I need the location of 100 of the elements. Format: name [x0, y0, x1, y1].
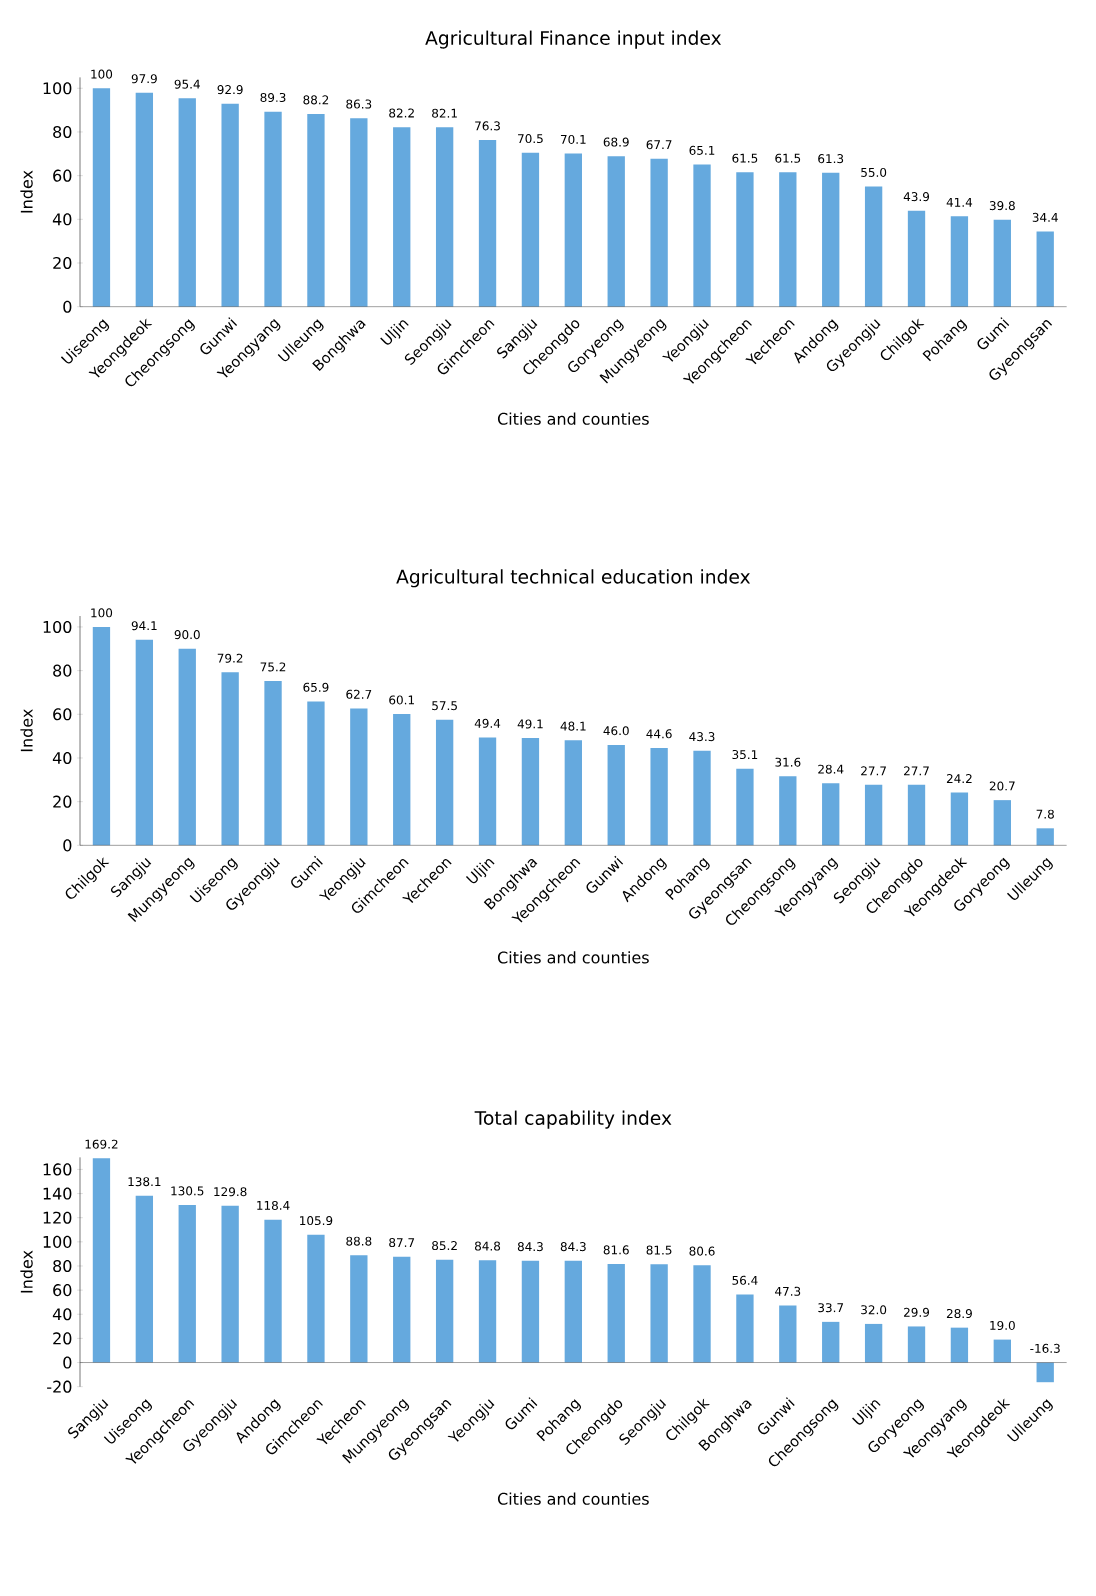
y-tick-label: 80 — [53, 664, 72, 677]
data-label: 86.3 — [346, 99, 372, 109]
data-label: 84.8 — [474, 1241, 501, 1251]
bar — [1036, 231, 1054, 307]
data-label: 55.0 — [861, 167, 887, 177]
y-axis-title: Index — [20, 1250, 33, 1293]
bar — [178, 98, 196, 307]
bar — [135, 1195, 154, 1363]
data-label: 82.1 — [432, 108, 457, 118]
data-label: 80.6 — [689, 1246, 715, 1256]
bar — [607, 156, 625, 307]
bar — [393, 1256, 411, 1363]
bar — [264, 1219, 282, 1363]
data-label: 28.9 — [946, 1308, 972, 1319]
data-label: 79.2 — [217, 653, 243, 663]
bar — [1036, 1362, 1054, 1383]
data-label: 49.1 — [517, 719, 543, 729]
data-label: 7.8 — [1036, 809, 1054, 819]
bar — [779, 776, 797, 846]
data-label: 62.7 — [346, 689, 372, 699]
data-label: 100 — [91, 69, 113, 79]
y-axis-title: Index — [20, 170, 33, 213]
bar — [264, 681, 282, 846]
y-tick-label: 20 — [53, 1332, 72, 1345]
bar — [221, 672, 239, 846]
data-label: 61.5 — [775, 153, 801, 163]
data-label: 43.3 — [689, 732, 715, 742]
data-label: 70.1 — [560, 134, 586, 144]
y-tick-label: 0 — [63, 300, 72, 313]
bar — [564, 740, 582, 846]
bar — [564, 1260, 582, 1363]
y-tick-label: 60 — [53, 708, 72, 721]
bar — [993, 1339, 1011, 1363]
bar — [92, 88, 111, 307]
y-tick-label: 80 — [53, 125, 72, 139]
data-label: 43.9 — [903, 192, 930, 202]
data-label: 169.2 — [85, 1139, 118, 1149]
bar — [564, 153, 582, 307]
bar — [178, 1205, 196, 1363]
data-label: 60.1 — [389, 695, 414, 705]
y-tick-label: 0 — [63, 1356, 72, 1369]
bar — [650, 747, 668, 846]
data-label: 68.9 — [603, 137, 629, 147]
data-label: 76.3 — [475, 121, 500, 131]
bar — [822, 172, 840, 307]
bar — [92, 1158, 111, 1363]
bar — [521, 738, 540, 846]
y-tick-label: 160 — [43, 1163, 72, 1176]
bar — [478, 737, 497, 846]
data-label: 35.1 — [732, 750, 758, 760]
data-label: 32.0 — [861, 1305, 887, 1315]
bar — [907, 210, 926, 307]
data-label: 81.6 — [603, 1245, 629, 1255]
bar — [822, 783, 840, 846]
y-tick-label: 40 — [52, 213, 72, 226]
data-label: 65.1 — [689, 145, 715, 155]
data-label: 67.7 — [646, 140, 672, 150]
bar — [307, 701, 325, 846]
bar — [521, 1260, 540, 1363]
bar — [993, 219, 1011, 307]
bar — [307, 114, 325, 307]
data-label: 28.4 — [818, 764, 844, 774]
data-label: 46.0 — [603, 726, 629, 736]
data-label: 118.4 — [257, 1200, 290, 1211]
data-label: 129.8 — [214, 1187, 247, 1197]
data-label: 130.5 — [171, 1186, 204, 1196]
bar — [736, 172, 754, 307]
bar — [650, 158, 668, 307]
data-label: 34.4 — [1032, 212, 1058, 222]
data-label: 89.3 — [260, 92, 286, 103]
bar — [307, 1234, 325, 1363]
data-label: 27.7 — [861, 766, 886, 776]
data-label: 105.9 — [300, 1216, 333, 1226]
bar — [950, 1327, 969, 1363]
bar — [693, 750, 711, 846]
data-label: 49.4 — [474, 718, 501, 728]
bar — [393, 714, 411, 846]
x-axis-title: Cities and counties — [497, 1492, 649, 1505]
data-label: 57.5 — [432, 701, 457, 711]
x-axis-title: Cities and counties — [497, 412, 649, 425]
bar — [92, 626, 111, 846]
bar — [950, 216, 969, 307]
bar — [607, 1264, 625, 1363]
y-tick-label: 100 — [43, 1235, 72, 1248]
data-label: 31.6 — [775, 757, 801, 767]
bar — [779, 1305, 797, 1363]
data-label: 87.7 — [389, 1238, 415, 1248]
data-label: 84.3 — [560, 1242, 586, 1252]
y-tick-label: 0 — [63, 839, 72, 852]
data-label: 138.1 — [128, 1177, 161, 1187]
data-label: 65.9 — [303, 682, 329, 692]
data-label: 92.9 — [217, 85, 243, 95]
y-tick-label: -20 — [47, 1380, 72, 1393]
bar — [907, 784, 926, 846]
y-tick-label: 120 — [43, 1211, 72, 1224]
chart-title: Agricultural technical education index — [396, 569, 751, 588]
data-label: 84.3 — [517, 1242, 543, 1252]
data-label: 61.3 — [818, 154, 844, 164]
chart-title: Total capability index — [474, 1110, 672, 1129]
bar — [350, 708, 368, 846]
